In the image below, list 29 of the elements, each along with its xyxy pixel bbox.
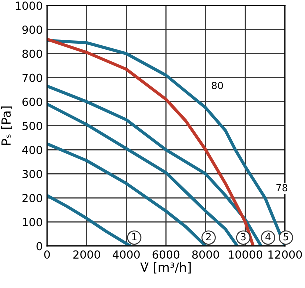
- y-tick-label: 300: [22, 170, 42, 178]
- x-tick-label: 8000: [192, 250, 220, 260]
- y-tick-label: 1000: [16, 2, 42, 10]
- y-tick-label: 900: [22, 26, 42, 34]
- annotation: 2: [206, 233, 211, 241]
- y-tick-label: 400: [22, 146, 42, 154]
- annotation: 3: [241, 233, 246, 241]
- y-axis-title: Pₛ [Pa]: [1, 106, 12, 146]
- annotation: 1: [132, 233, 137, 241]
- annotation: 80: [212, 82, 224, 90]
- x-tick-label: 10000: [229, 250, 262, 260]
- x-tick-label: 2000: [74, 250, 100, 260]
- line-series: [47, 102, 240, 246]
- line-series: [47, 142, 208, 246]
- y-tick-label: 600: [22, 98, 42, 106]
- x-tick-label: 6000: [152, 250, 180, 260]
- x-tick-label: 4000: [112, 250, 140, 260]
- annotation: 78: [276, 184, 288, 192]
- y-tick-label: 500: [22, 122, 42, 130]
- x-tick-label: 12000: [268, 250, 302, 260]
- annotation: 4: [266, 233, 271, 241]
- annotation: 5: [284, 233, 288, 241]
- x-axis-title: V̇ [m³/h]: [140, 262, 191, 274]
- x-tick-label: 0: [44, 250, 50, 260]
- y-tick-label: 100: [23, 218, 42, 227]
- y-tick-label: 0: [36, 242, 42, 251]
- y-tick-label: 700: [22, 74, 42, 82]
- y-tick-label: 200: [22, 194, 42, 203]
- y-tick-label: 800: [22, 50, 42, 58]
